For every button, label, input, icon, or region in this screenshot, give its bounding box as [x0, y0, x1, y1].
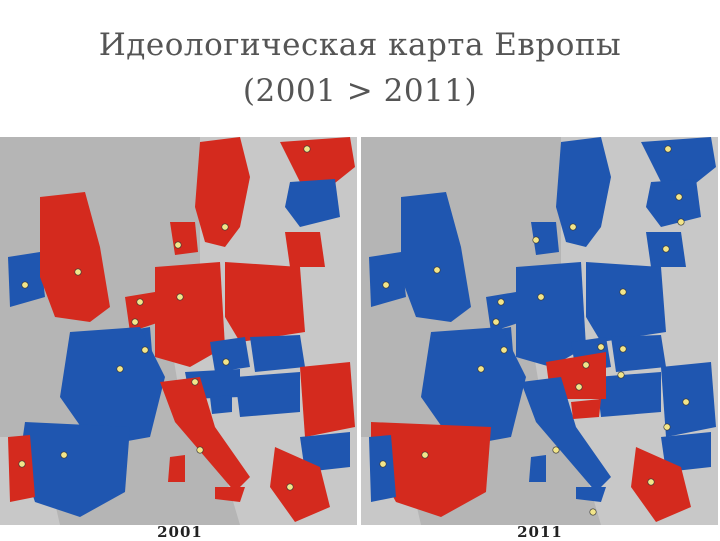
star [569, 223, 577, 231]
star [492, 318, 500, 326]
star [222, 358, 230, 366]
star [382, 281, 390, 289]
country-denmark [531, 222, 559, 255]
country-romania [300, 362, 355, 437]
star [500, 346, 508, 354]
star [619, 288, 627, 296]
country-france [60, 327, 165, 447]
page-title: Идеологическая карта Европы (2001 > 2011… [0, 22, 720, 114]
country-bulgaria [300, 432, 350, 472]
star [196, 446, 204, 454]
capital-stars-2001 [18, 145, 311, 491]
star [477, 365, 485, 373]
star [141, 346, 149, 354]
star [421, 451, 429, 459]
country-uk [40, 192, 110, 322]
country-poland [586, 262, 666, 342]
star [74, 268, 82, 276]
country-greece [631, 447, 691, 522]
country-slovakia [611, 335, 666, 372]
star [575, 383, 583, 391]
star [174, 241, 182, 249]
star [663, 423, 671, 431]
country-italy [521, 377, 611, 492]
country-romania [661, 362, 716, 437]
country-spain [371, 422, 491, 517]
star [221, 223, 229, 231]
country-sweden [556, 137, 611, 247]
country-hungary [596, 372, 661, 417]
title-line-1: Идеологическая карта Европы [98, 27, 622, 63]
star [433, 266, 441, 274]
star [597, 343, 605, 351]
star [18, 460, 26, 468]
star [60, 451, 68, 459]
star [191, 378, 199, 386]
star [647, 478, 655, 486]
country-lithuania [285, 232, 325, 267]
country-ireland [369, 252, 406, 307]
star [589, 508, 597, 516]
country-italy [160, 377, 250, 492]
country-slovenia [571, 399, 601, 419]
country-czechia [210, 337, 250, 372]
country-spain [20, 422, 130, 517]
capital-stars-2011 [379, 145, 690, 516]
country-germany [516, 262, 586, 367]
star [136, 298, 144, 306]
title-line-2: (2001 > 2011) [242, 73, 478, 109]
country-sardinia [168, 455, 185, 482]
star [131, 318, 139, 326]
star [21, 281, 29, 289]
country-sicily [576, 487, 606, 502]
country-greece [270, 447, 330, 522]
map-2011 [361, 137, 718, 525]
country-portugal [8, 435, 35, 502]
map-2011-svg [361, 137, 718, 525]
star [303, 145, 311, 153]
star [497, 298, 505, 306]
star [664, 145, 672, 153]
map-2001 [0, 137, 357, 525]
star [582, 361, 590, 369]
star [116, 365, 124, 373]
star [677, 218, 685, 226]
star [537, 293, 545, 301]
star [176, 293, 184, 301]
country-slovakia [250, 335, 305, 372]
country-baltics [285, 179, 340, 227]
star [675, 193, 683, 201]
country-baltics [646, 179, 701, 227]
star [552, 446, 560, 454]
star [617, 371, 625, 379]
country-sicily [215, 487, 245, 502]
country-sweden [195, 137, 250, 247]
star [619, 345, 627, 353]
star [682, 398, 690, 406]
star [532, 236, 540, 244]
country-portugal [369, 435, 396, 502]
map-2001-svg [0, 137, 357, 525]
year-label-2011: 2011 [517, 523, 563, 541]
country-france [421, 327, 526, 447]
country-finland [641, 137, 716, 187]
star [662, 245, 670, 253]
year-label-2001: 2001 [157, 523, 203, 541]
country-poland [225, 262, 305, 342]
country-germany [155, 262, 225, 367]
country-uk [401, 192, 471, 322]
country-ireland [8, 252, 45, 307]
country-finland [280, 137, 355, 187]
star [379, 460, 387, 468]
country-sardinia [529, 455, 546, 482]
country-bulgaria [661, 432, 711, 472]
country-slovenia [210, 395, 232, 414]
star [286, 483, 294, 491]
country-hungary [235, 372, 300, 417]
